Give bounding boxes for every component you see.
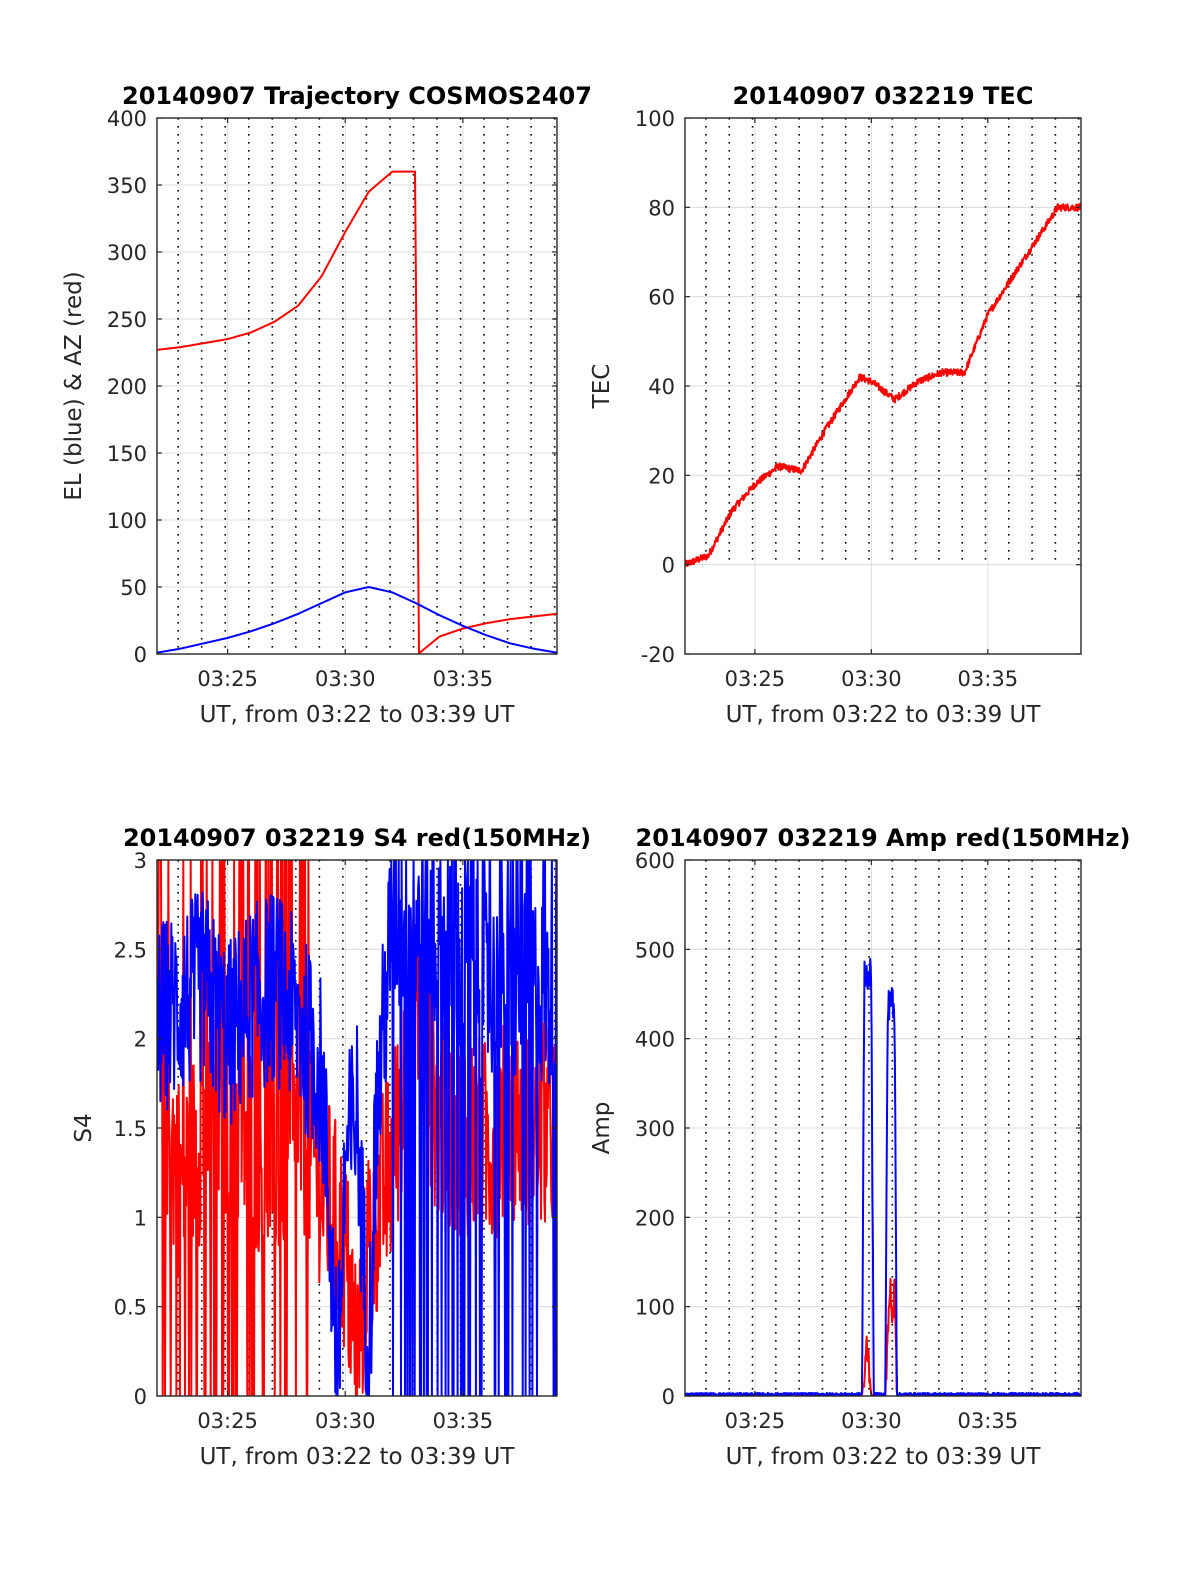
y-tick-label: 2.5 [114, 938, 147, 962]
y-tick-label: 1 [134, 1206, 147, 1230]
y-tick-label: 0 [134, 643, 147, 667]
panel-s4: 0 0.5 1 1.5 2 2.5 3 03:25 03:30 03:35 20140907 0… [71, 824, 591, 1470]
y-tick-label: 100 [635, 1296, 675, 1320]
x-axis-label: UT, from 03:22 to 03:39 UT [726, 702, 1042, 728]
y-tick-label: 3 [134, 849, 147, 873]
x-axis-label: UT, from 03:22 to 03:39 UT [726, 1444, 1042, 1470]
y-tick-label: 300 [107, 241, 147, 265]
y-tick-label: 150 [107, 442, 147, 466]
x-axis-label: UT, from 03:22 to 03:39 UT [200, 702, 516, 728]
series-line-red [685, 1277, 1081, 1396]
chart-title: 20140907 032219 Amp red(150MHz) [636, 824, 1131, 852]
y-tick-label: 50 [120, 576, 147, 600]
y-tick-label: 2 [134, 1028, 147, 1052]
x-tick-label: 03:25 [725, 1409, 786, 1433]
x-axis-label: UT, from 03:22 to 03:39 UT [200, 1444, 516, 1470]
y-tick-label: 40 [648, 375, 675, 399]
y-tick-label: 0 [662, 554, 675, 578]
y-axis-label: EL (blue) & AZ (red) [61, 271, 87, 500]
x-tick-label: 03:30 [841, 667, 902, 691]
y-tick-label: 400 [635, 1028, 675, 1052]
y-tick-label: 250 [107, 308, 147, 332]
y-axis-label: TEC [589, 364, 615, 410]
x-tick-label: 03:25 [725, 667, 786, 691]
y-tick-label: 80 [648, 196, 675, 220]
x-tick-label: 03:35 [433, 1409, 494, 1433]
series-line-red [157, 170, 557, 654]
y-tick-label: 0.5 [114, 1296, 147, 1320]
y-tick-label: 600 [635, 849, 675, 873]
y-tick-label: 0 [662, 1385, 675, 1409]
y-tick-label: 300 [635, 1117, 675, 1141]
y-tick-label: 500 [635, 938, 675, 962]
x-tick-label: 03:25 [197, 1409, 258, 1433]
chart-title: 20140907 032219 TEC [733, 82, 1034, 110]
y-tick-label: 1.5 [114, 1117, 147, 1141]
x-tick-label: 03:35 [433, 667, 494, 691]
series-line-blue [157, 860, 557, 1396]
x-tick-label: 03:30 [841, 1409, 902, 1433]
x-tick-label: 03:25 [197, 667, 258, 691]
series-line-red [685, 202, 1081, 567]
series-line-red [157, 860, 557, 1396]
x-tick-label: 03:30 [315, 667, 376, 691]
y-axis-label: S4 [71, 1113, 97, 1142]
panel-tec: -20 0 20 40 60 80 100 03:25 03:30 03:35 20140907… [589, 82, 1082, 728]
y-tick-label: 100 [107, 509, 147, 533]
series-line-blue [685, 957, 1081, 1396]
x-tick-label: 03:30 [315, 1409, 376, 1433]
y-tick-label: 0 [134, 1385, 147, 1409]
panel-amp: 0 100 200 300 400 500 600 03:25 03:30 03:35 2014… [589, 824, 1130, 1470]
y-axis-label: Amp [589, 1102, 615, 1155]
chart-title: 20140907 Trajectory COSMOS2407 [122, 82, 592, 110]
y-tick-label: 20 [648, 464, 675, 488]
panel-trajectory: 0 50 100 150 200 250 300 350 400 03:25 03:30 03:35… [61, 82, 592, 728]
chart-title: 20140907 032219 S4 red(150MHz) [123, 824, 591, 852]
y-tick-label: 200 [635, 1206, 675, 1230]
y-tick-label: 100 [635, 107, 675, 131]
y-tick-label: 200 [107, 375, 147, 399]
y-tick-label: -20 [641, 643, 675, 667]
x-tick-label: 03:35 [958, 1409, 1019, 1433]
y-tick-label: 350 [107, 174, 147, 198]
x-tick-label: 03:35 [958, 667, 1019, 691]
series-line-blue [157, 586, 557, 654]
y-tick-label: 400 [107, 107, 147, 131]
y-tick-label: 60 [648, 286, 675, 310]
